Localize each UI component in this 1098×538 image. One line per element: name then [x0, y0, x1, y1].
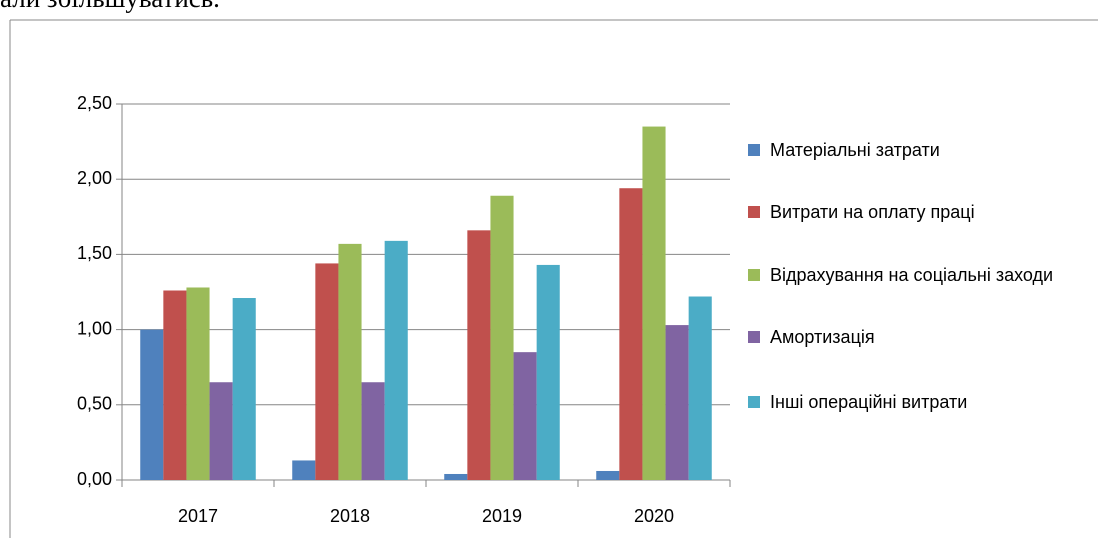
bar: [140, 329, 164, 480]
legend-label: Відрахування на соціальні заходи: [770, 265, 1054, 285]
legend-swatch: [748, 206, 760, 218]
bar: [642, 126, 666, 480]
legend-label: Витрати на оплату праці: [770, 202, 975, 222]
bar: [186, 287, 210, 480]
x-tick-label: 2017: [178, 506, 218, 526]
y-tick-label: 0,00: [77, 469, 112, 489]
y-tick-label: 1,50: [77, 243, 112, 263]
bar: [163, 290, 187, 480]
bar: [688, 296, 712, 480]
legend-label: Інші операційні витрати: [770, 392, 968, 412]
bar: [665, 325, 689, 480]
bar: [209, 382, 233, 480]
bar: [596, 470, 620, 480]
bar: [232, 298, 256, 480]
text-above: али збільшуватись.: [0, 0, 220, 14]
legend-swatch: [748, 331, 760, 343]
x-tick-label: 2019: [482, 506, 522, 526]
bar: [338, 243, 362, 480]
legend-swatch: [748, 144, 760, 156]
bar: [384, 240, 408, 480]
bar: [292, 460, 316, 480]
legend-swatch: [748, 269, 760, 281]
legend-label: Амортизація: [770, 327, 875, 347]
y-tick-label: 2,00: [77, 168, 112, 188]
bar: [619, 188, 643, 480]
legend-label: Матеріальні затрати: [770, 140, 940, 160]
bar: [467, 230, 491, 480]
bar: [444, 473, 468, 480]
y-tick-label: 2,50: [77, 93, 112, 113]
legend-swatch: [748, 396, 760, 408]
y-tick-label: 0,50: [77, 394, 112, 414]
bar: [536, 264, 560, 480]
y-tick-label: 1,00: [77, 318, 112, 338]
bar: [361, 382, 385, 480]
bar: [315, 263, 339, 480]
x-tick-label: 2018: [330, 506, 370, 526]
bar: [513, 352, 537, 480]
bar: [490, 195, 514, 480]
x-tick-label: 2020: [634, 506, 674, 526]
